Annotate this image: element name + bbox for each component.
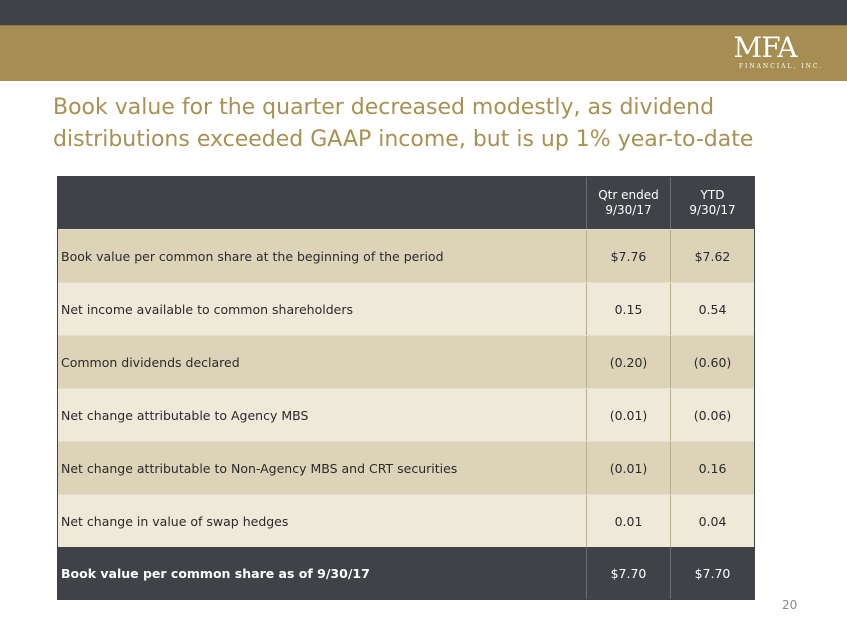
row-qtr-value: (0.01): [586, 442, 670, 494]
page-number: 20: [782, 598, 798, 612]
row-ytd-value: 0.04: [670, 495, 754, 547]
header-blank-cell: [58, 177, 586, 229]
row-ytd-value: 0.54: [670, 283, 754, 335]
footer-ytd-value: $7.70: [670, 547, 754, 599]
table-header-row: Qtr ended 9/30/17 YTD 9/30/17: [58, 177, 754, 229]
row-qtr-value: $7.76: [586, 230, 670, 282]
row-label: Common dividends declared: [61, 354, 240, 370]
header-qtr: Qtr ended 9/30/17: [586, 177, 670, 229]
table-row: Net income available to common sharehold…: [58, 282, 754, 335]
row-label: Net change in value of swap hedges: [61, 513, 289, 529]
mfa-logo: MFA FINANCIAL, INC.: [705, 33, 825, 75]
table-row: Net change attributable to Agency MBS (0…: [58, 388, 754, 441]
logo-main-text: MFA: [733, 31, 798, 64]
header-ytd-line2: 9/30/17: [689, 203, 736, 217]
table-row: Net change attributable to Non-Agency MB…: [58, 441, 754, 494]
logo-sub-text: FINANCIAL, INC.: [738, 63, 824, 70]
top-dark-band: [0, 0, 847, 25]
row-qtr-value: (0.20): [586, 336, 670, 388]
row-label: Net change attributable to Non-Agency MB…: [61, 460, 458, 476]
row-ytd-value: (0.60): [670, 336, 754, 388]
header-qtr-line2: 9/30/17: [605, 203, 652, 217]
header-qtr-line1: Qtr ended: [598, 188, 659, 202]
row-qtr-value: 0.15: [586, 283, 670, 335]
slide-title: Book value for the quarter decreased mod…: [53, 95, 754, 152]
header-ytd: YTD 9/30/17: [670, 177, 754, 229]
row-label: Net change attributable to Agency MBS: [61, 407, 309, 423]
table-row: Common dividends declared (0.20) (0.60): [58, 335, 754, 388]
header-ytd-line1: YTD: [700, 188, 725, 202]
table-row: Book value per common share at the begin…: [58, 229, 754, 282]
row-ytd-value: 0.16: [670, 442, 754, 494]
row-ytd-value: $7.62: [670, 230, 754, 282]
header-gold-band: [0, 25, 847, 81]
footer-qtr-value: $7.70: [586, 547, 670, 599]
row-qtr-value: 0.01: [586, 495, 670, 547]
footer-label: Book value per common share as of 9/30/1…: [61, 565, 370, 581]
table-row: Net change in value of swap hedges 0.01 …: [58, 494, 754, 547]
row-ytd-value: (0.06): [670, 389, 754, 441]
row-label: Book value per common share at the begin…: [61, 248, 444, 264]
row-label: Net income available to common sharehold…: [61, 301, 353, 317]
book-value-table: Qtr ended 9/30/17 YTD 9/30/17 Book value…: [57, 176, 755, 600]
row-qtr-value: (0.01): [586, 389, 670, 441]
table-footer-row: Book value per common share as of 9/30/1…: [58, 547, 754, 599]
